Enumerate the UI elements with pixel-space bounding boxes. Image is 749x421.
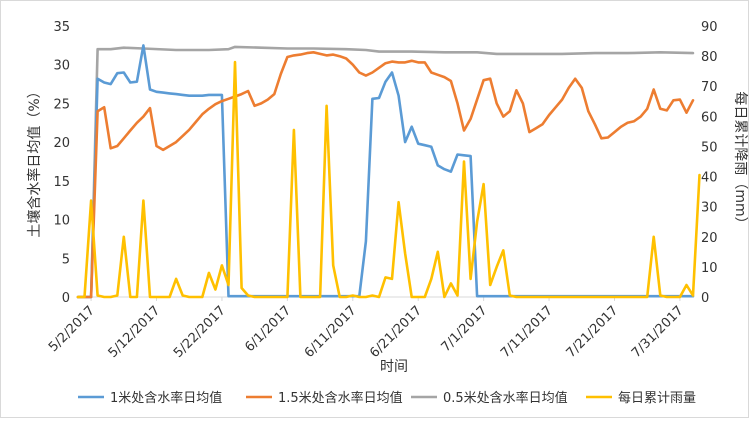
- legend-label: 0.5米处含水率日均值: [443, 390, 568, 406]
- legend-label: 1.5米处含水率日均值: [278, 390, 403, 406]
- y-right-tick-label: 70: [701, 80, 718, 95]
- x-tick-label: 7/11/2017: [498, 303, 556, 361]
- y-right-tick-label: 40: [701, 171, 718, 186]
- y-right-axis-title: 每日累计降雨（mm）: [732, 91, 748, 230]
- y-left-tick-label: 15: [53, 175, 70, 190]
- y-right-tick-label: 10: [701, 261, 718, 276]
- y-left-tick-label: 30: [53, 59, 70, 74]
- y-right-tick-label: 60: [701, 110, 718, 125]
- y-right-tick-label: 0: [701, 291, 709, 306]
- y-left-tick-label: 20: [53, 136, 70, 151]
- series-line-1: [76, 50, 695, 299]
- x-tick-label: 5/12/2017: [106, 303, 164, 361]
- x-tick-label: 6/21/2017: [367, 303, 425, 361]
- y-left-tick-label: 5: [62, 252, 70, 267]
- y-right-tick-label: 80: [701, 50, 718, 65]
- y-left-tick-label: 25: [53, 97, 70, 112]
- series-line-0: [76, 44, 695, 299]
- y-right-tick-label: 20: [701, 231, 718, 246]
- y-left-axis-title: 土壤含水率日均值（%）: [26, 84, 43, 237]
- legend-label: 每日累计雨量: [618, 390, 696, 406]
- x-tick-label: 7/1/2017: [439, 303, 491, 355]
- y-left-tick-label: 10: [53, 214, 70, 229]
- x-tick-label: 6/1/2017: [242, 303, 294, 355]
- y-left-tick-label: 35: [53, 20, 70, 35]
- legend-label: 1米处含水率日均值: [110, 390, 222, 406]
- y-right-tick-label: 90: [701, 20, 718, 35]
- series-line-3: [76, 60, 701, 299]
- x-axis-title: 时间: [380, 359, 408, 375]
- y-right-tick-label: 30: [701, 201, 718, 216]
- y-left-tick-label: 0: [62, 291, 70, 306]
- x-tick-label: 5/22/2017: [171, 303, 229, 361]
- series-line-2: [76, 45, 695, 299]
- x-tick-label: 7/31/2017: [629, 303, 687, 361]
- legend: 1米处含水率日均值 1.5米处含水率日均值 0.5米处含水率日均值 每日累计雨量: [78, 390, 696, 406]
- x-tick-label: 7/21/2017: [564, 303, 622, 361]
- series-layer: [76, 44, 701, 299]
- x-tick-label: 6/11/2017: [302, 303, 360, 361]
- x-tick-label: 5/2/2017: [46, 303, 98, 355]
- y-right-tick-label: 50: [701, 140, 718, 155]
